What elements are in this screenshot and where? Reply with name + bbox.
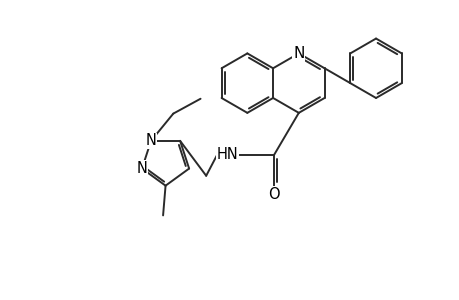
Text: HN: HN xyxy=(216,148,238,163)
Text: O: O xyxy=(268,187,279,202)
Text: N: N xyxy=(136,161,147,176)
Text: N: N xyxy=(292,46,304,61)
Text: N: N xyxy=(145,134,156,148)
